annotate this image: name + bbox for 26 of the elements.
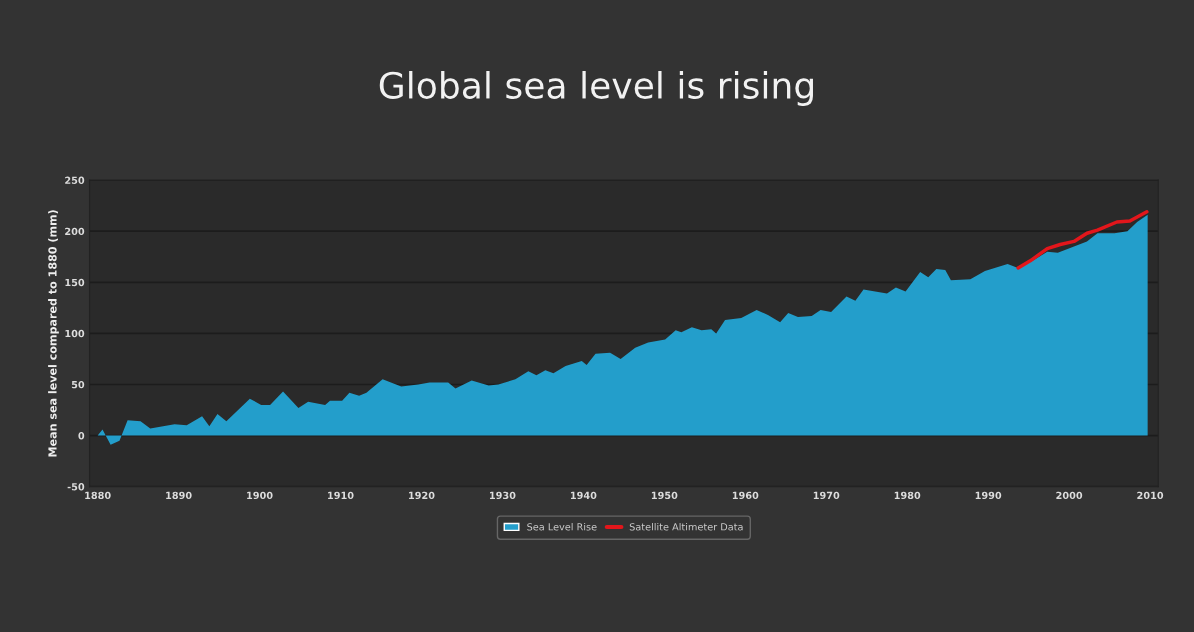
y-tick-label: 100 xyxy=(65,329,85,338)
x-tick-label: 1970 xyxy=(813,491,840,500)
line-series xyxy=(1016,210,1149,270)
y-tick-label: -50 xyxy=(67,483,85,491)
legend-label: Sea Level Rise xyxy=(527,522,597,531)
x-tick-label: 1960 xyxy=(732,491,759,500)
x-tick-label: 1890 xyxy=(166,491,192,500)
x-tick-label: 1950 xyxy=(651,491,678,500)
x-tick-label: 1880 xyxy=(85,491,111,500)
y-tick-label: 50 xyxy=(71,380,85,389)
y-tick-label: 250 xyxy=(65,176,85,184)
chart-title: Global sea level is rising xyxy=(379,71,813,106)
x-tick-label: 1920 xyxy=(409,491,435,500)
legend-label: Satellite Altimeter Data xyxy=(629,522,743,531)
x-tick-label: 1910 xyxy=(328,491,354,500)
x-tick-label: 2010 xyxy=(1137,491,1164,500)
x-tick-label: 1980 xyxy=(894,491,921,500)
x-tick-label: 2000 xyxy=(1056,491,1083,500)
x-tick-label: 1900 xyxy=(247,491,273,500)
x-tick-label: 1940 xyxy=(570,491,597,500)
y-tick-label: 200 xyxy=(65,227,85,236)
y-tick-label: 0 xyxy=(78,432,85,440)
x-tick-label: 1990 xyxy=(975,491,1002,500)
y-axis-title: Mean sea level compared to 1880 (mm) xyxy=(48,210,59,457)
x-tick-label: 1930 xyxy=(490,491,516,500)
y-tick-label: 150 xyxy=(65,278,85,287)
